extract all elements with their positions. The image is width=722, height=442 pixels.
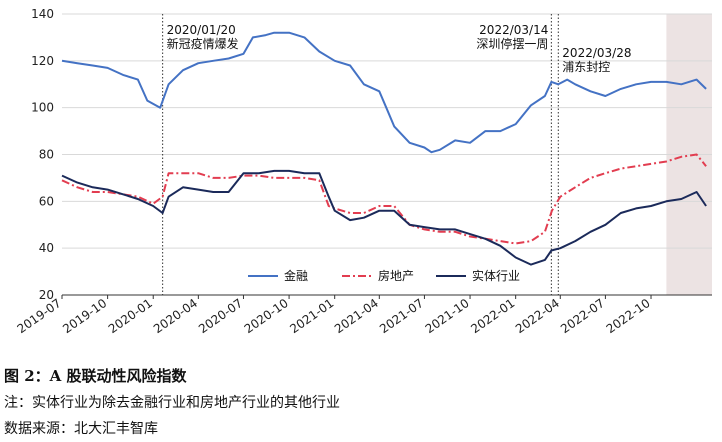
legend-label: 金融: [284, 268, 308, 283]
x-tick-label: 2019-07: [15, 296, 64, 336]
x-tick-label: 2020-07: [196, 296, 245, 336]
x-tick-label: 2020-04: [151, 296, 200, 336]
y-tick-label: 60: [39, 194, 54, 208]
event-label: 浦东封控: [562, 60, 610, 74]
x-tick-label: 2022-10: [604, 296, 653, 336]
event-label: 新冠疫情爆发: [167, 36, 239, 51]
x-tick-label: 2021-04: [332, 296, 381, 336]
figure-source: 数据来源：北大汇丰智库: [4, 421, 158, 437]
line-chart: 204060801001201402019-072019-102020-0120…: [15, 7, 712, 336]
y-tick-label: 140: [31, 7, 54, 21]
x-tick-label: 2020-10: [242, 296, 291, 336]
x-tick-label: 2021-10: [423, 296, 472, 336]
x-tick-label: 2022-07: [558, 296, 607, 336]
x-tick-label: 2022-01: [468, 296, 517, 336]
legend-label: 房地产: [378, 268, 414, 283]
figure-title: 图 2：A 股联动性风险指数: [4, 367, 187, 385]
series-line-2: [61, 169, 707, 266]
chart-area: 20 40 60 80 100 120 140 2019-07 2019-10 2020-01 20…: [15, 7, 712, 336]
legend-label: 实体行业: [472, 268, 520, 283]
event-label: 2020/01/20: [167, 23, 236, 37]
y-tick-label: 100: [31, 101, 54, 115]
x-tick-label: 2022-04: [513, 296, 562, 336]
x-tick-label: 2020-01: [106, 296, 155, 336]
x-tick-label: 2019-10: [60, 296, 109, 336]
event-label: 2022/03/14: [479, 23, 548, 37]
y-tick-label: 80: [39, 148, 54, 162]
y-tick-label: 40: [39, 241, 54, 255]
x-tick-label: 2021-07: [377, 296, 426, 336]
x-tick-label: 2021-01: [287, 296, 336, 336]
series-line-0: [61, 31, 707, 154]
event-label: 2022/03/28: [562, 46, 631, 60]
series-line-1: [61, 153, 707, 245]
y-tick-label: 20: [39, 288, 54, 302]
y-tick-label: 120: [31, 54, 54, 68]
event-label: 深圳停摆一周: [476, 36, 548, 51]
figure-note: 注：实体行业为除去金融行业和房地产行业的其他行业: [4, 395, 340, 411]
